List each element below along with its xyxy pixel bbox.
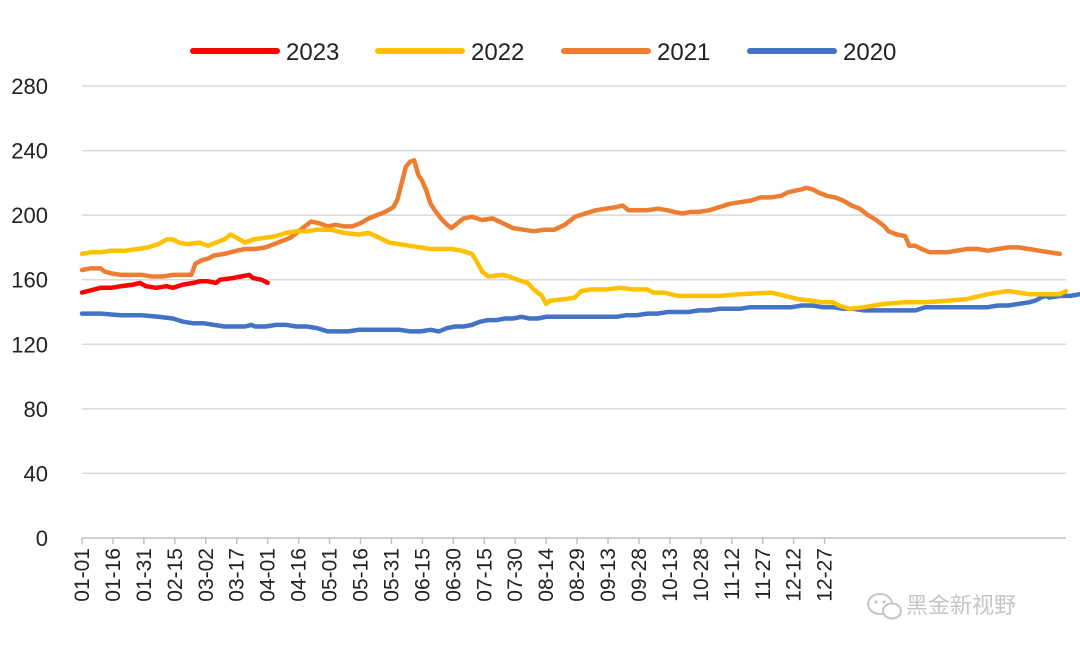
- x-tick-label: 01-01: [71, 548, 94, 602]
- wechat-icon: [867, 593, 902, 620]
- x-tick-label: 12-27: [814, 548, 837, 602]
- y-tick-label: 120: [11, 332, 48, 357]
- x-tick-label: 05-31: [380, 548, 403, 602]
- grid-lines: [82, 85, 1066, 539]
- x-tick-label: 07-30: [504, 548, 527, 602]
- x-tick-label: 11-12: [721, 548, 744, 600]
- y-tick-label: 160: [11, 268, 48, 293]
- x-tick-label: 03-17: [226, 548, 249, 602]
- y-tick-label: 240: [11, 139, 48, 164]
- x-tick-label: 07-15: [473, 548, 496, 602]
- series-line-2021: [79, 158, 1063, 279]
- x-tick-label: 01-16: [102, 548, 125, 602]
- x-tick-label: 04-01: [257, 548, 280, 602]
- watermark: 黑金新视野: [867, 593, 1016, 620]
- x-tick-label: 03-02: [195, 548, 218, 602]
- legend-label-2023: 2023: [286, 39, 339, 66]
- y-tick-label: 200: [11, 203, 48, 228]
- legend-label-2022: 2022: [471, 39, 524, 66]
- x-axis-ticks: 01-01 01-16 01-31 02-15 03-02 03-17 04-01 04-16…: [71, 538, 837, 602]
- legend-label-2021: 2021: [657, 39, 710, 66]
- x-tick-label: 11-27: [752, 548, 775, 600]
- x-tick-label: 06-30: [442, 548, 465, 602]
- y-tick-label: 280: [11, 74, 48, 99]
- x-tick-label: 02-15: [164, 548, 187, 602]
- x-tick-label: 06-15: [411, 548, 434, 602]
- x-tick-label: 10-13: [659, 548, 682, 602]
- x-tick-label: 10-28: [690, 548, 713, 602]
- x-tick-label: 08-29: [566, 548, 589, 602]
- y-axis-ticks: 0 40 80 120 160 200 240 280: [11, 74, 48, 551]
- x-tick-label: 05-16: [349, 548, 372, 602]
- x-tick-label: 05-01: [319, 548, 342, 602]
- legend: 2023 2022 2021 2020: [190, 39, 896, 66]
- legend-label-2020: 2020: [843, 39, 896, 66]
- y-tick-label: 80: [24, 397, 48, 422]
- series-line-2020: [79, 291, 1080, 334]
- series-line-2022: [79, 227, 1069, 312]
- y-tick-label: 40: [24, 461, 48, 486]
- series-line-2023: [79, 272, 270, 295]
- x-tick-label: 01-31: [133, 548, 156, 602]
- x-tick-label: 04-16: [288, 548, 311, 602]
- y-tick-label: 0: [36, 526, 48, 551]
- series-lines: [79, 158, 1080, 334]
- x-tick-label: 08-14: [535, 548, 558, 602]
- watermark-text: 黑金新视野: [906, 594, 1016, 619]
- x-tick-label: 09-28: [628, 548, 651, 602]
- x-tick-label: 09-13: [597, 548, 620, 602]
- x-tick-label: 12-12: [783, 548, 806, 602]
